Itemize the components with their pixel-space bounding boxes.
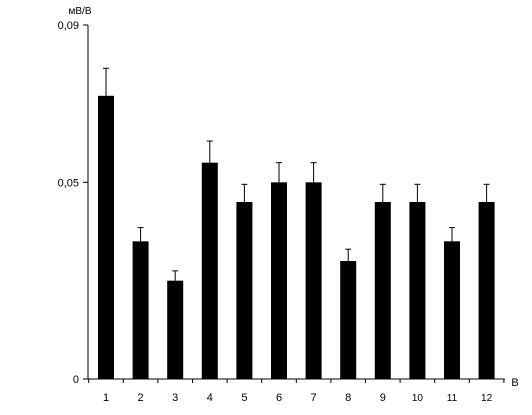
bars: [98, 95, 495, 380]
y-tick-label: 0,05: [58, 177, 79, 189]
bar-5: [236, 202, 253, 379]
x-tick-label: 12: [481, 393, 493, 404]
bar-9: [374, 202, 391, 379]
x-tick-label: 3: [172, 392, 178, 404]
axes: [87, 25, 505, 380]
x-axis-title: В: [511, 377, 518, 389]
x-tick-label: 10: [412, 393, 424, 404]
x-tick-label: 4: [207, 392, 213, 404]
y-tick-label: 0,09: [58, 20, 79, 32]
bar-1: [98, 95, 114, 380]
bar-10: [409, 202, 426, 379]
bar-7: [305, 182, 322, 379]
bar-6: [271, 182, 287, 379]
x-tick-label: 8: [345, 392, 351, 404]
x-tick-label: 7: [311, 392, 317, 404]
x-tick-label: 11: [447, 393, 458, 404]
bar-4: [201, 162, 218, 379]
x-tick-label: 5: [241, 392, 247, 404]
bar-2: [132, 241, 149, 379]
y-tick-label: 0: [73, 374, 79, 386]
tick-labels: 00,050,091 2 3 4 5 6 7 8 9 10 11 12: [58, 20, 493, 404]
bar-11: [444, 241, 460, 379]
bar-12: [478, 202, 495, 379]
x-tick-label: 1: [103, 392, 109, 404]
error-bars: [103, 67, 490, 281]
x-tick-label: 6: [276, 392, 282, 404]
ticks: [83, 24, 505, 383]
x-tick-label: 2: [138, 392, 144, 404]
x-tick-label: 9: [380, 392, 386, 404]
bar-3: [167, 280, 184, 379]
y-axis-title: мВ/В: [69, 6, 92, 17]
bar-8: [340, 261, 357, 379]
